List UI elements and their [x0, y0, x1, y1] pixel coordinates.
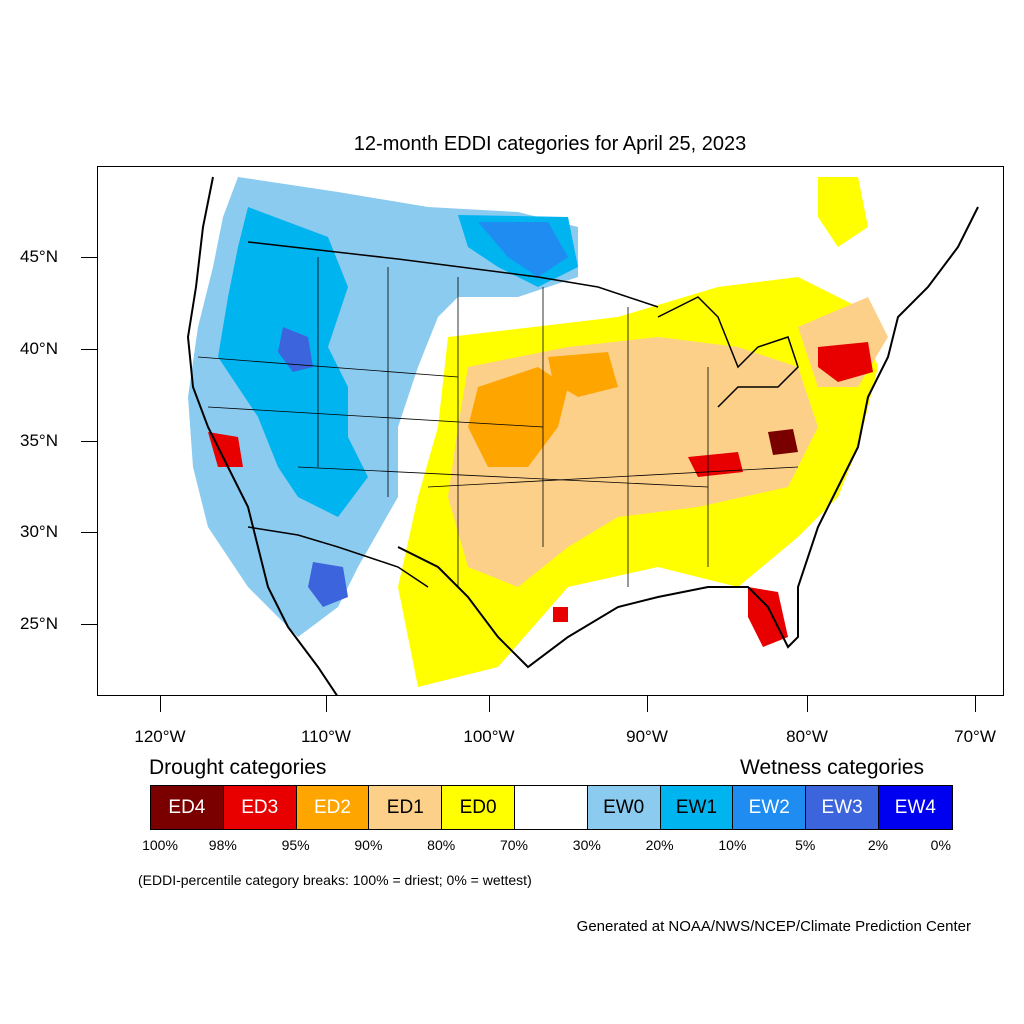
credit-line: Generated at NOAA/NWS/NCEP/Climate Predi… [576, 918, 971, 935]
lon-tick [160, 696, 161, 712]
eddi-map [97, 166, 1004, 696]
lon-label-80: 80°W [786, 727, 828, 746]
lat-tick [81, 349, 97, 350]
region-ed0-canada [818, 177, 868, 247]
lon-label-120: 120°W [134, 727, 186, 746]
percent-break-label: 80% [427, 837, 456, 853]
legend-swatch-none [514, 786, 588, 829]
percent-break-label: 90% [354, 837, 383, 853]
lon-label-100: 100°W [463, 727, 515, 746]
percent-break-label: 10% [718, 837, 747, 853]
percent-break-label: 2% [867, 837, 889, 853]
lon-label-70: 70°W [954, 727, 996, 746]
lat-tick [81, 624, 97, 625]
percent-break-label: 95% [281, 837, 310, 853]
region-ew3-west [278, 327, 313, 372]
legend-swatch-ed0: ED0 [442, 786, 515, 829]
mexico-border [247, 526, 429, 588]
legend-swatch-ed4: ED4 [151, 786, 224, 829]
legend-swatch-ew2: EW2 [733, 786, 807, 829]
great-lakes [657, 296, 799, 408]
lon-tick [326, 696, 327, 712]
legend-note: (EDDI-percentile category breaks: 100% =… [138, 872, 532, 888]
drought-heading: Drought categories [149, 756, 327, 779]
lon-label-110: 110°W [301, 727, 351, 746]
legend-swatch-ed3: ED3 [223, 786, 297, 829]
legend-swatch-ed2: ED2 [296, 786, 370, 829]
legend-bar: ED4 ED3 ED2 ED1 ED0 EW0 EW1 EW2 EW3 EW4 [150, 785, 953, 830]
region-ed3-ca [208, 432, 243, 467]
legend-swatch-ew4: EW4 [878, 786, 952, 829]
legend-swatch-ew1: EW1 [660, 786, 734, 829]
percent-break-label: 20% [645, 837, 674, 853]
coastline [186, 176, 338, 695]
lat-tick [81, 532, 97, 533]
region-ed3-va [768, 429, 798, 455]
legend-swatch-ew0: EW0 [587, 786, 661, 829]
legend-swatch-ew3: EW3 [806, 786, 879, 829]
gulf-coast [397, 206, 979, 669]
map-title: 12-month EDDI categories for April 25, 2… [353, 133, 747, 155]
lon-tick [647, 696, 648, 712]
map-canvas [186, 176, 979, 695]
lon-tick [975, 696, 976, 712]
lon-tick [489, 696, 490, 712]
lon-tick [807, 696, 808, 712]
lat-tick [81, 441, 97, 442]
canada-border [247, 241, 659, 308]
region-ew2-north [478, 222, 568, 277]
region-ed3-tx [553, 607, 568, 622]
lon-label-90: 90°W [626, 727, 668, 746]
legend-swatch-ed1: ED1 [369, 786, 443, 829]
percent-break-label: 70% [499, 837, 529, 853]
lat-label-25: 25°N [20, 614, 58, 633]
percent-break-label: 98% [208, 837, 237, 853]
lat-label-30: 30°N [20, 522, 58, 541]
lat-label-45: 45°N [20, 247, 58, 266]
lat-label-35: 35°N [20, 431, 58, 450]
lat-tick [81, 257, 97, 258]
region-ed3-northeast [818, 342, 873, 382]
percent-break-label: 100% [142, 837, 178, 853]
percent-break-label: 30% [572, 837, 601, 853]
region-ed3-fl [748, 587, 788, 647]
percent-break-label: 5% [795, 837, 816, 853]
region-ew3-south [308, 562, 348, 607]
state-lines [197, 257, 799, 587]
wetness-heading: Wetness categories [740, 756, 925, 779]
percent-break-label: 0% [930, 837, 951, 853]
region-ed2-midwest [548, 352, 618, 397]
lat-label-40: 40°N [20, 339, 58, 358]
